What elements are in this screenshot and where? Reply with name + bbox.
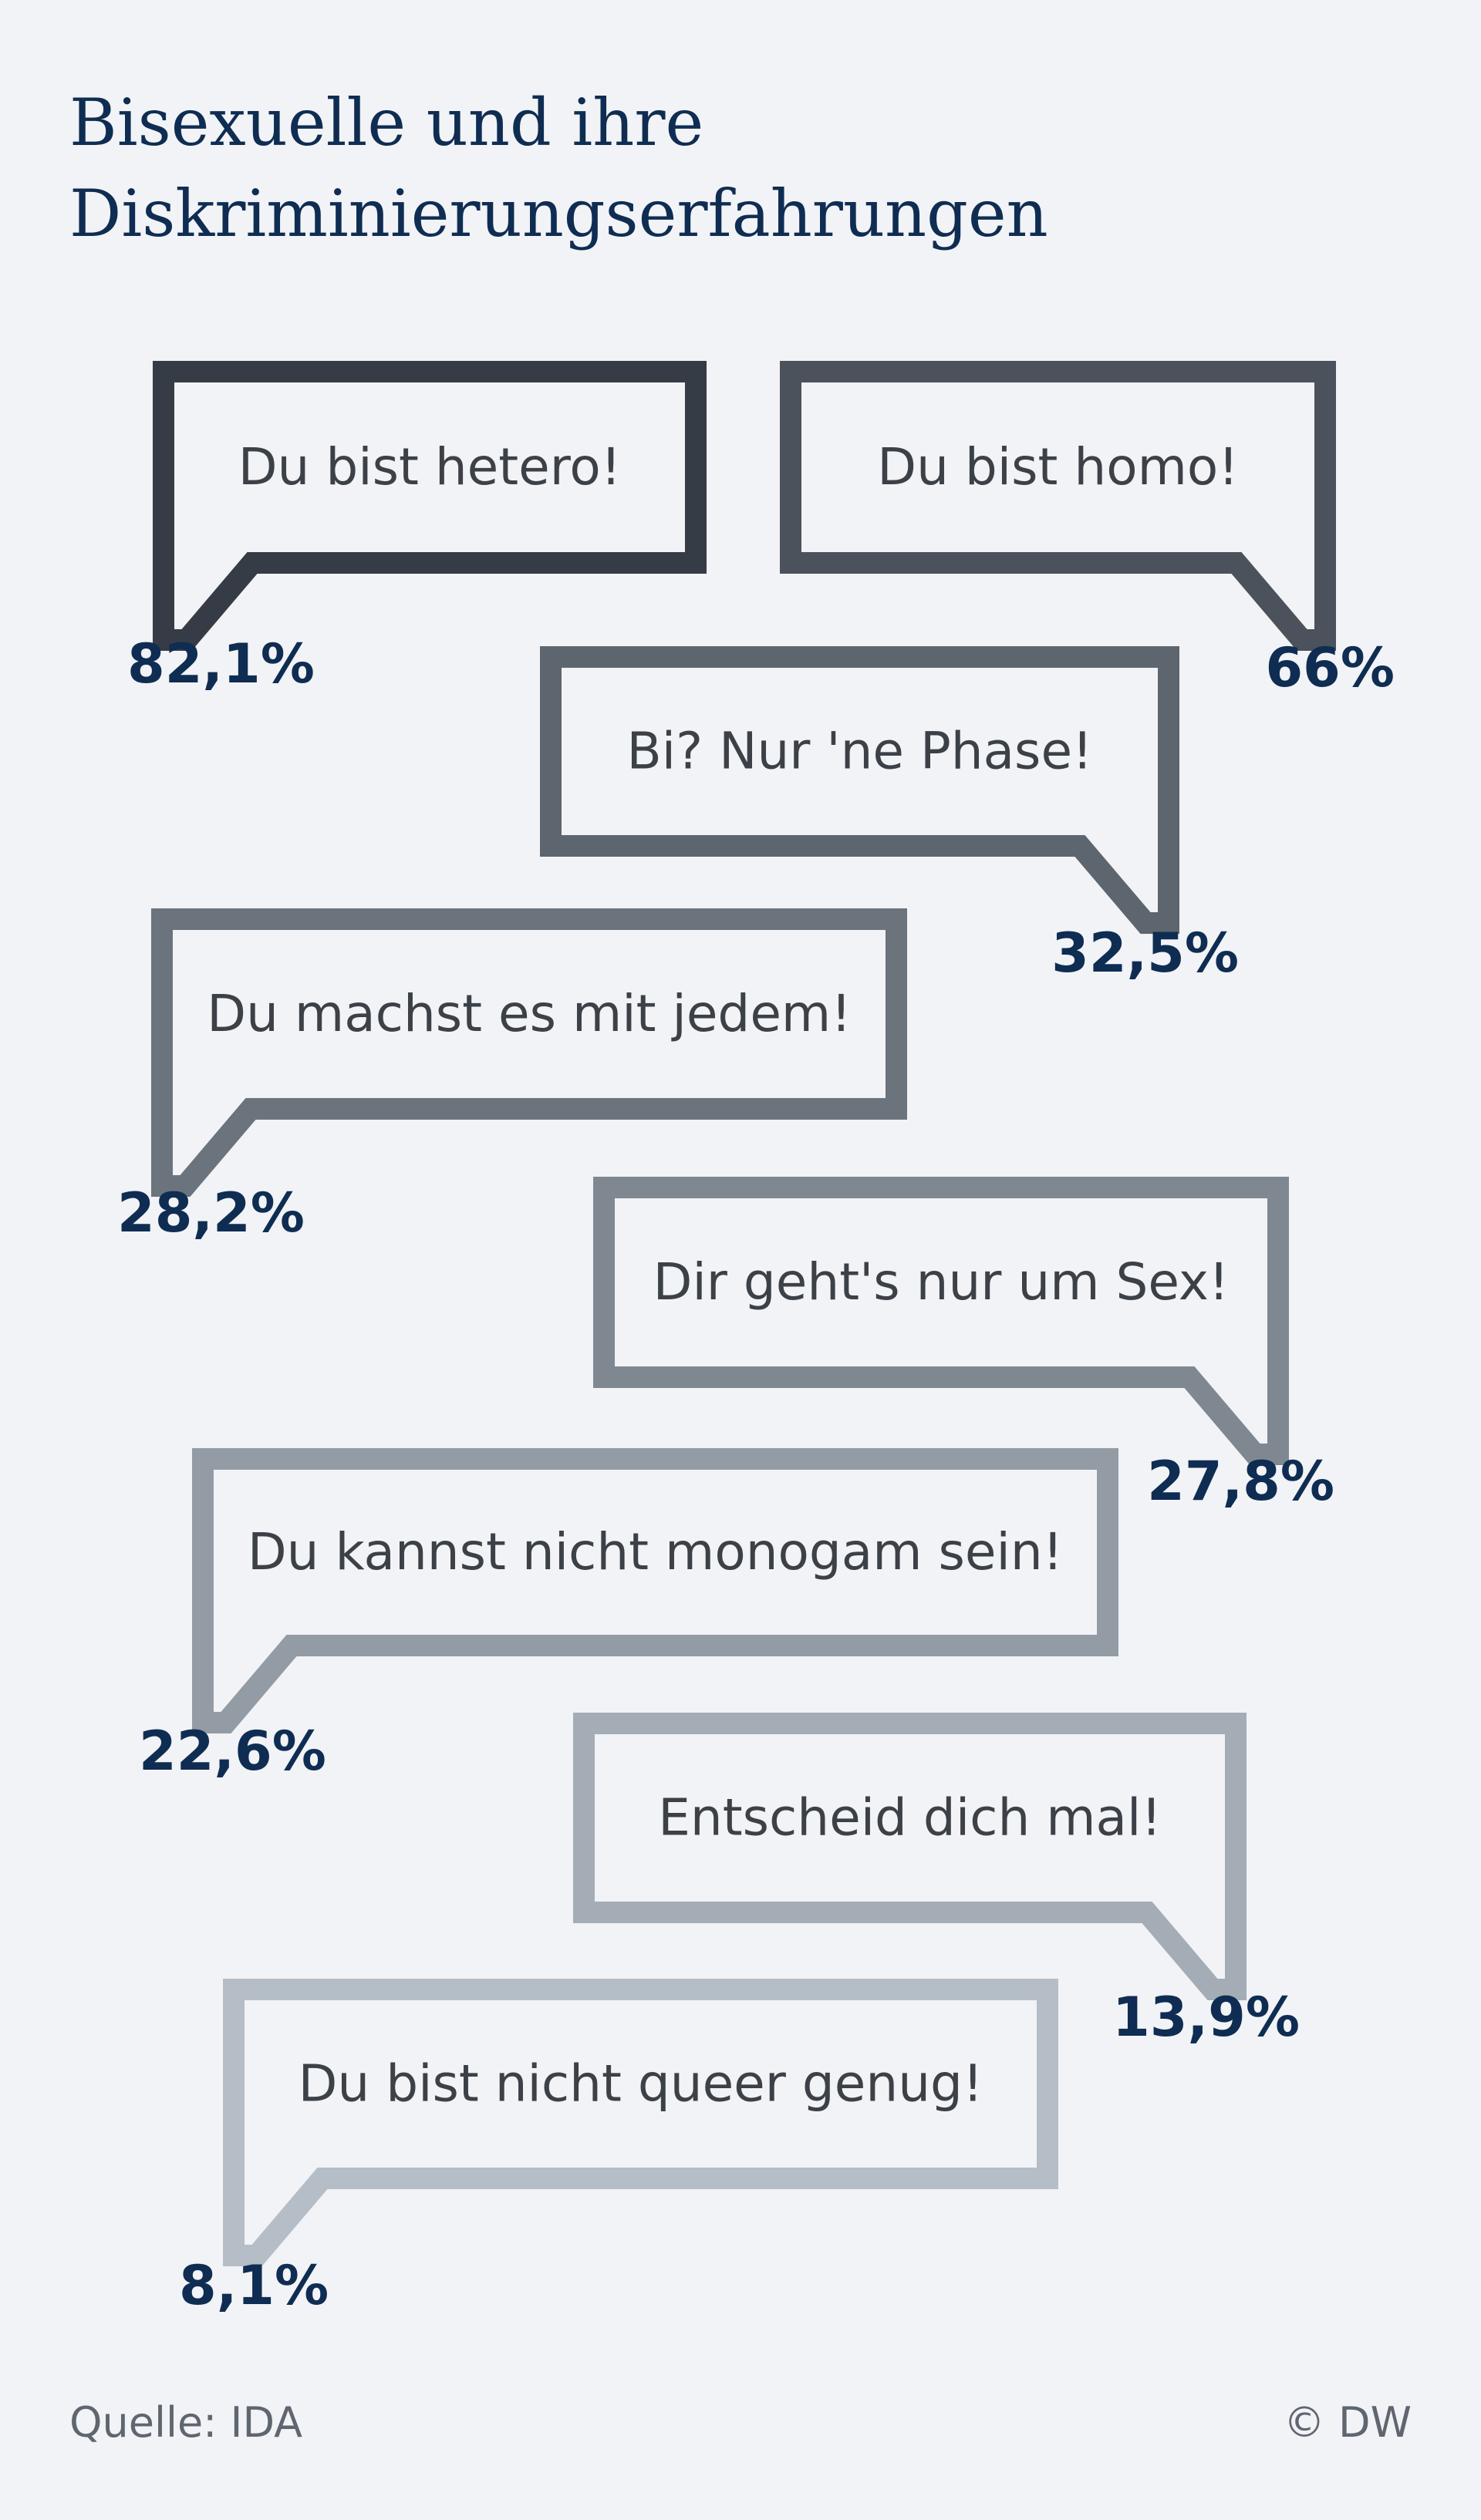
speech-bubble: Du kannst nicht monogam sein! 22,6% bbox=[139, 1448, 1118, 1783]
chart-title-line-1: Bisexuelle und ihre bbox=[69, 85, 704, 160]
bubble-quote: Du machst es mit jedem! bbox=[207, 984, 851, 1043]
speech-bubble-outline bbox=[780, 361, 1336, 651]
bubble-quote: Du kannst nicht monogam sein! bbox=[248, 1522, 1063, 1582]
bubble-quote: Entscheid dich mal! bbox=[658, 1788, 1162, 1848]
speech-bubble-outline bbox=[151, 908, 907, 1197]
value-label: 13,9% bbox=[1112, 1986, 1300, 2049]
bubble-quote: Dir geht's nur um Sex! bbox=[653, 1252, 1230, 1312]
value-label: 22,6% bbox=[139, 1720, 326, 1783]
speech-bubble-outline bbox=[153, 361, 707, 651]
speech-bubble: Du bist hetero! 82,1% bbox=[127, 361, 707, 696]
value-label: 27,8% bbox=[1147, 1450, 1334, 1513]
bubble-quote: Bi? Nur 'ne Phase! bbox=[626, 722, 1092, 781]
bubble-quote: Du bist hetero! bbox=[238, 437, 622, 497]
speech-bubble-outline bbox=[593, 1177, 1289, 1465]
speech-bubble-outline bbox=[223, 1979, 1058, 2266]
speech-bubble: Du bist homo! 66% bbox=[780, 361, 1395, 699]
bubble-quote: Du bist nicht queer genug! bbox=[299, 2054, 983, 2114]
chart-title: Bisexuelle und ihre Diskriminierungserfa… bbox=[69, 77, 1048, 259]
copyright-note: © DW bbox=[1283, 2398, 1412, 2447]
speech-bubble-outline bbox=[540, 646, 1179, 934]
bubble-quote: Du bist homo! bbox=[877, 437, 1238, 497]
speech-bubble: Du bist nicht queer genug! 8,1% bbox=[179, 1979, 1058, 2317]
speech-bubble: Bi? Nur 'ne Phase! 32,5% bbox=[540, 646, 1239, 985]
source-note: Quelle: IDA bbox=[69, 2398, 303, 2447]
value-label: 8,1% bbox=[179, 2254, 329, 2317]
chart-title-line-2: Diskriminierungserfahrungen bbox=[69, 176, 1048, 251]
speech-bubble: Du machst es mit jedem! 28,2% bbox=[117, 908, 907, 1245]
speech-bubble-outline bbox=[573, 1713, 1247, 2000]
value-label: 32,5% bbox=[1051, 921, 1239, 985]
value-label: 82,1% bbox=[127, 632, 315, 696]
speech-bubble: Entscheid dich mal! 13,9% bbox=[573, 1713, 1300, 2049]
speech-bubble-outline bbox=[192, 1448, 1118, 1733]
value-label: 28,2% bbox=[117, 1181, 305, 1245]
speech-bubble: Dir geht's nur um Sex! 27,8% bbox=[593, 1177, 1334, 1513]
value-label: 66% bbox=[1265, 636, 1395, 699]
